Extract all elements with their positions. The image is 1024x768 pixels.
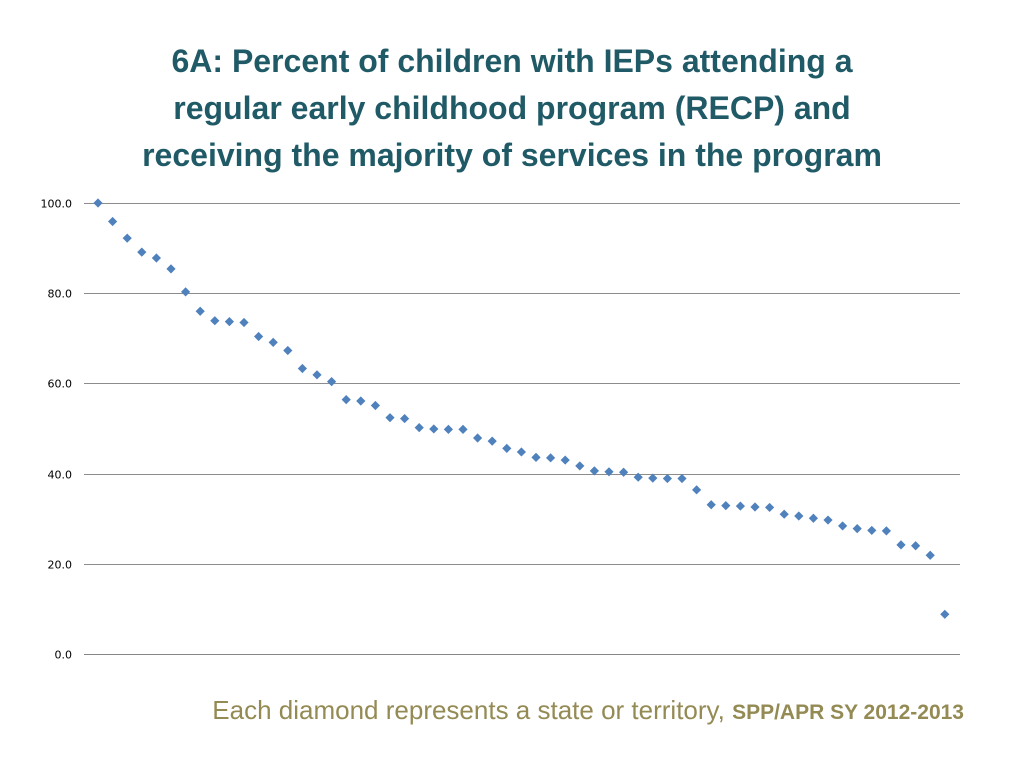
data-point-diamond [823, 515, 833, 525]
data-point-diamond [502, 443, 512, 453]
data-point-diamond [443, 424, 453, 435]
data-point-diamond [560, 455, 570, 465]
chart-title-line-1: 6A: Percent of children with IEPs attend… [171, 43, 853, 79]
data-point-diamond [458, 424, 468, 435]
data-point-diamond [911, 541, 921, 551]
y-tick-label: 80.0 [48, 288, 73, 301]
data-point-diamond [808, 513, 818, 523]
data-point-diamond [414, 422, 424, 433]
data-point-diamond [181, 287, 191, 297]
data-point-diamond [327, 376, 337, 387]
data-point-diamond [166, 264, 176, 274]
data-point-diamond [93, 198, 103, 208]
data-point-diamond [239, 317, 249, 328]
data-point-diamond [575, 461, 585, 471]
data-point-diamond [648, 473, 658, 483]
data-point-diamond [677, 473, 687, 484]
data-point-diamond [487, 436, 497, 446]
data-point-diamond [794, 511, 804, 521]
data-point-diamond [881, 526, 891, 536]
chart-title-line-2: regular early childhood program (RECP) a… [173, 90, 851, 126]
data-point-diamond [268, 337, 278, 347]
data-point-diamond [838, 521, 848, 531]
data-point-diamond [356, 396, 366, 406]
data-point-diamond [108, 216, 118, 227]
data-point-diamond [137, 247, 147, 257]
data-point-diamond [692, 485, 702, 495]
data-point-diamond [662, 473, 672, 484]
data-point-diamond [619, 467, 629, 477]
y-tick-label: 20.0 [48, 559, 73, 572]
data-point-diamond [779, 509, 789, 519]
y-tick-label: 40.0 [48, 469, 73, 482]
data-point-diamond [765, 502, 775, 513]
y-tick-label: 60.0 [48, 378, 73, 391]
y-axis-tick-labels: 0.0 20.0 40.0 60.0 80.0 100.0 [41, 198, 73, 662]
caption-source: SPP/APR SY 2012-2013 [732, 701, 964, 724]
data-point-diamond [896, 540, 906, 550]
data-point-diamond [151, 253, 161, 263]
y-tick-label: 100.0 [41, 198, 73, 211]
data-point-diamond [925, 550, 935, 560]
chart-title: 6A: Percent of children with IEPs attend… [62, 38, 962, 179]
data-point-diamond [940, 609, 950, 619]
data-point-diamond [852, 524, 862, 534]
y-tick-label: 0.0 [55, 649, 73, 662]
chart-title-line-3: receiving the majority of services in th… [142, 137, 882, 173]
data-point-diamond [341, 395, 351, 405]
data-point-diamond [385, 413, 395, 423]
data-point-diamond [604, 467, 614, 477]
data-point-diamond [589, 466, 599, 476]
data-point-diamond [283, 345, 293, 356]
data-point-diamond [531, 452, 541, 462]
data-point-diamond [473, 433, 483, 443]
data-point-diamond [867, 525, 877, 536]
data-point-diamond [297, 363, 307, 374]
chart-caption: Each diamond represents a state or terri… [0, 695, 964, 726]
data-point-diamond [122, 233, 132, 243]
data-point-diamond [224, 317, 234, 327]
data-point-diamond [254, 331, 264, 342]
data-point-diamond [633, 472, 643, 482]
data-point-diamond [370, 400, 380, 411]
caption-text: Each diamond represents a state or terri… [212, 695, 733, 725]
data-point-diamond [210, 316, 220, 326]
data-point-diamond [429, 424, 439, 434]
data-point-diamond [312, 370, 322, 380]
data-point-diamond [706, 500, 716, 510]
data-point-diamond [516, 447, 526, 457]
data-point-diamond [546, 453, 556, 463]
data-point-diamond [750, 502, 760, 512]
data-point-diamond [721, 501, 731, 511]
data-point-diamond [735, 501, 745, 511]
data-points [93, 198, 950, 619]
data-point-diamond [195, 306, 205, 316]
gridlines [84, 203, 960, 655]
data-point-diamond [400, 413, 410, 424]
